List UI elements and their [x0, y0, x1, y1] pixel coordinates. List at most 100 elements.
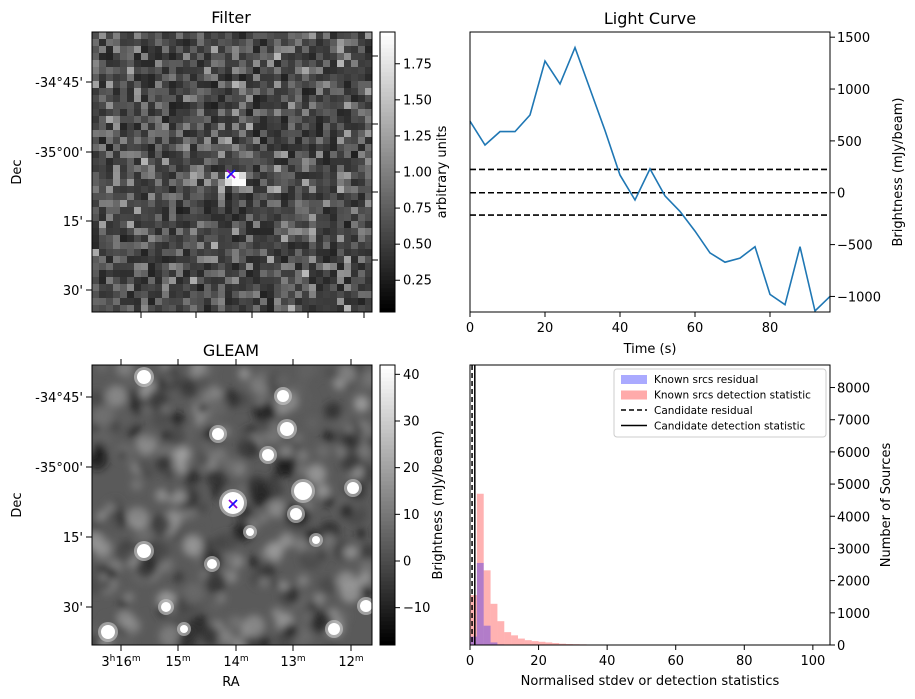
filter-pixel — [99, 249, 107, 257]
filter-pixel — [351, 123, 359, 131]
filter-pixel — [197, 305, 205, 313]
filter-pixel — [127, 249, 135, 257]
filter-pixel — [204, 200, 212, 208]
filter-pixel — [190, 256, 198, 264]
filter-pixel — [127, 102, 135, 110]
filter-pixel — [232, 186, 240, 194]
colorbar-tick-label: 1.00 — [403, 166, 432, 181]
filter-pixel — [330, 263, 338, 271]
gleam-noise-blob — [356, 528, 367, 539]
filter-pixel — [351, 158, 359, 166]
filter-pixel — [267, 263, 275, 271]
filter-pixel — [274, 186, 282, 194]
colorbar-tick-label: 0.50 — [403, 238, 432, 253]
filter-pixel — [316, 32, 324, 40]
filter-pixel — [183, 263, 191, 271]
filter-pixel — [218, 109, 226, 117]
gleam-noise-blob — [173, 571, 185, 583]
filter-pixel — [155, 144, 163, 152]
filter-pixel — [344, 137, 352, 145]
filter-pixel — [134, 179, 142, 187]
filter-pixel — [141, 277, 149, 285]
filter-pixel — [239, 249, 247, 257]
filter-pixel — [302, 123, 310, 131]
filter-pixel — [169, 284, 177, 292]
filter-pixel — [358, 158, 366, 166]
filter-pixel — [365, 67, 373, 75]
filter-pixel — [323, 102, 331, 110]
filter-pixel — [113, 88, 121, 96]
filter-pixel — [113, 102, 121, 110]
filter-pixel — [337, 32, 345, 40]
gleam-sources — [98, 367, 372, 642]
filter-pixel — [113, 228, 121, 236]
filter-pixel — [246, 235, 254, 243]
filter-pixel — [351, 172, 359, 180]
filter-pixel — [197, 235, 205, 243]
filter-pixel — [106, 298, 114, 306]
colorbar-step — [380, 469, 395, 474]
y-tick-label: 7000 — [837, 414, 870, 429]
gleam-noise-blob — [258, 577, 269, 588]
filter-pixel — [323, 186, 331, 194]
gleam-noise-blob — [238, 436, 260, 459]
y-tick-label: 4000 — [837, 510, 870, 525]
filter-pixel — [99, 137, 107, 145]
gleam-noise-blob — [117, 411, 137, 431]
colorbar-step — [380, 369, 395, 374]
gleam-noise-blob — [105, 567, 118, 580]
filter-pixel — [169, 60, 177, 68]
colorbar-step — [380, 224, 395, 229]
colorbar-step — [380, 236, 395, 241]
filter-pixel — [267, 158, 275, 166]
filter-pixel — [120, 137, 128, 145]
filter-pixel — [274, 151, 282, 159]
filter-pixel — [302, 235, 310, 243]
colorbar-step — [380, 545, 395, 550]
filter-pixel — [169, 200, 177, 208]
filter-pixel — [99, 186, 107, 194]
filter-pixel — [260, 249, 268, 257]
colorbar-step — [380, 104, 395, 109]
legend-label: Candidate detection statistic — [654, 421, 806, 433]
filter-pixel — [127, 53, 135, 61]
filter-pixel — [197, 123, 205, 131]
filter-pixel — [183, 242, 191, 250]
filter-pixel — [358, 242, 366, 250]
filter-pixel — [204, 130, 212, 138]
filter-pixel — [330, 130, 338, 138]
filter-pixel — [204, 291, 212, 299]
filter-pixel — [211, 221, 219, 229]
filter-pixel — [316, 165, 324, 173]
filter-pixel — [330, 123, 338, 131]
filter-pixel — [274, 200, 282, 208]
colorbar-step — [380, 441, 395, 446]
filter-pixel — [302, 305, 310, 313]
filter-pixel — [211, 277, 219, 285]
filter-pixel — [218, 74, 226, 82]
filter-pixel — [92, 39, 100, 47]
filter-pixel — [99, 277, 107, 285]
histogram-panel: 0 20 40 60 80 1000100020003000400050006000700… — [466, 364, 894, 689]
filter-pixel — [141, 305, 149, 313]
filter-pixel — [232, 256, 240, 264]
filter-pixel — [190, 214, 198, 222]
gleam-noise-blob — [133, 586, 148, 600]
filter-pixel — [260, 221, 268, 229]
filter-pixel — [365, 256, 373, 264]
filter-pixel — [281, 228, 289, 236]
filter-pixel — [288, 228, 296, 236]
filter-pixel — [260, 305, 268, 313]
filter-pixel — [197, 95, 205, 103]
filter-pixel — [344, 60, 352, 68]
filter-pixel — [239, 81, 247, 89]
filter-pixel — [127, 221, 135, 229]
filter-pixel — [92, 165, 100, 173]
filter-pixel — [176, 200, 184, 208]
filter-pixel — [274, 207, 282, 215]
filter-pixel — [148, 46, 156, 54]
filter-pixel — [218, 270, 226, 278]
filter-pixel — [211, 263, 219, 271]
filter-pixel — [288, 277, 296, 285]
filter-pixel — [169, 39, 177, 47]
